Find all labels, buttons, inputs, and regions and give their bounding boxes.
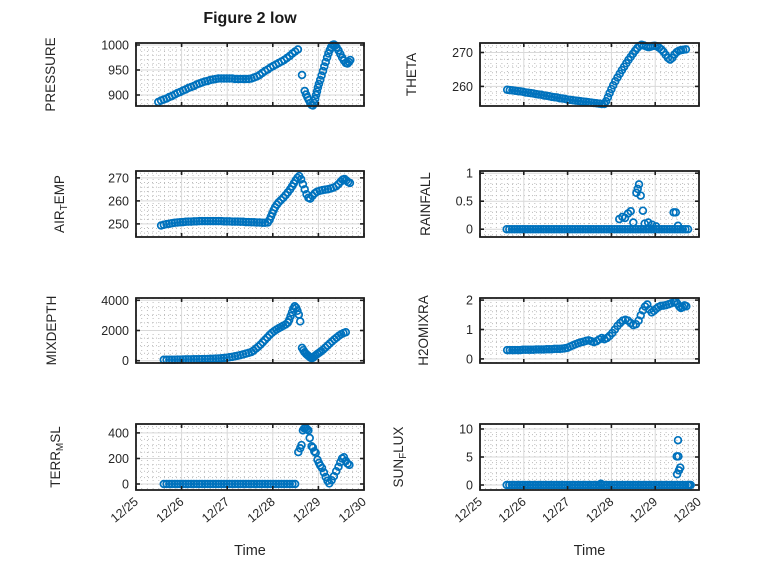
ylabel-theta: THETA: [404, 53, 419, 96]
y-tick-label: 0: [122, 354, 129, 368]
major-grid: [136, 298, 364, 363]
tick-marks: [135, 424, 365, 490]
ylabel-terr-msl: TERRMSL: [48, 426, 66, 488]
minor-grid: [480, 171, 699, 237]
y-tick-label: 200: [108, 452, 129, 466]
axes-border: [135, 42, 365, 107]
x-tick-label: 12/29: [627, 495, 660, 526]
ylabel-pressure: PRESSURE: [43, 37, 58, 111]
figure-title: Figure 2 low: [203, 10, 297, 27]
y-tick-label: 0: [466, 223, 473, 237]
axes-border: [479, 297, 700, 364]
subplot-terr-msl: 0 200 400 TERRMSL 12/25 12/26 12/27 12/28 12/29 1…: [48, 423, 369, 526]
ylabel-mixdepth: MIXDEPTH: [44, 296, 59, 366]
y-tick-label: 270: [108, 171, 129, 185]
subplot-sun-flux: 0 5 10 SUNFLUX 12/25 12/26 12/27 12/28 12/29 12/3…: [391, 423, 704, 526]
major-grid: [480, 298, 699, 363]
y-tick-label: 0.5: [456, 195, 473, 209]
x-tick-label: 12/27: [199, 495, 232, 526]
y-tick-label: 400: [108, 426, 129, 440]
tick-marks: [135, 298, 365, 363]
y-tick-label: 260: [452, 80, 473, 94]
y-tick-label: 2000: [101, 324, 129, 338]
xlabel-right: Time: [573, 543, 606, 559]
y-tick-label: 1: [466, 323, 473, 337]
data-series-rainfall: [502, 180, 693, 234]
tick-marks: [135, 171, 365, 237]
y-tick-label: 0: [466, 352, 473, 366]
axes-border: [135, 423, 365, 491]
subplot-theta: 260 270 THETA: [404, 40, 700, 109]
tick-marks: [479, 298, 700, 363]
ylabel-rainfall: RAINFALL: [418, 172, 433, 236]
tick-marks: [479, 171, 700, 237]
tick-marks: [479, 424, 700, 490]
subplot-pressure: 900 950 1000 PRESSURE: [43, 37, 365, 112]
y-tick-label: 5: [466, 451, 473, 465]
x-tick-label: 12/26: [154, 495, 187, 526]
data-series-mixdepth: [159, 302, 351, 365]
minor-grid: [480, 298, 699, 363]
y-tick-label: 10: [459, 423, 473, 437]
xlabel-left: Time: [234, 543, 266, 559]
subplot-h2omixra: 0 1 2 H2OMIXRA: [416, 294, 700, 366]
y-tick-label: 900: [108, 89, 129, 103]
y-tick-label: 270: [452, 46, 473, 60]
y-tick-label: 2: [466, 294, 473, 308]
y-tick-label: 1000: [101, 39, 129, 53]
tick-marks: [135, 43, 365, 106]
x-tick-label: 12/25: [108, 495, 141, 526]
x-tick-label: 12/26: [496, 495, 529, 526]
y-tick-label: 260: [108, 194, 129, 208]
data-series-air-temp: [156, 171, 355, 230]
subplot-rainfall: 0 0.5 1 RAINFALL: [418, 167, 700, 238]
x-tick-label: 12/25: [452, 495, 485, 526]
y-tick-label: 0: [466, 479, 473, 493]
x-tick-label: 12/28: [583, 495, 616, 526]
subplot-mixdepth: 0 2000 4000 MIXDEPTH: [44, 294, 365, 368]
y-tick-label: 950: [108, 64, 129, 78]
x-tick-label: 12/27: [540, 495, 573, 526]
x-tick-label: 12/30: [671, 495, 704, 526]
minor-grid: [136, 424, 364, 490]
axes-border: [479, 170, 700, 238]
minor-grid: [136, 171, 364, 237]
x-tick-label: 12/29: [290, 495, 323, 526]
data-series-terr-msl: [159, 423, 354, 489]
x-tick-label: 12/30: [336, 495, 369, 526]
y-tick-label: 0: [122, 478, 129, 492]
x-tick-label: 12/28: [245, 495, 278, 526]
data-series-pressure: [154, 40, 355, 110]
axes-border: [135, 170, 365, 238]
ylabel-air-temp: AIRTEMP: [52, 175, 70, 233]
y-tick-label: 4000: [101, 294, 129, 308]
tick-marks: [479, 43, 700, 106]
subplot-air-temp: 250 260 270 AIRTEMP: [52, 170, 365, 238]
data-series-sun-flux: [502, 435, 695, 490]
y-tick-label: 1: [466, 167, 473, 181]
y-tick-label: 250: [108, 217, 129, 231]
ylabel-sun-flux: SUNFLUX: [391, 427, 409, 488]
data-series-theta: [502, 40, 691, 109]
ylabel-h2omixra: H2OMIXRA: [416, 295, 431, 366]
axes-border: [479, 42, 700, 107]
data-series-h2omixra: [502, 297, 691, 355]
